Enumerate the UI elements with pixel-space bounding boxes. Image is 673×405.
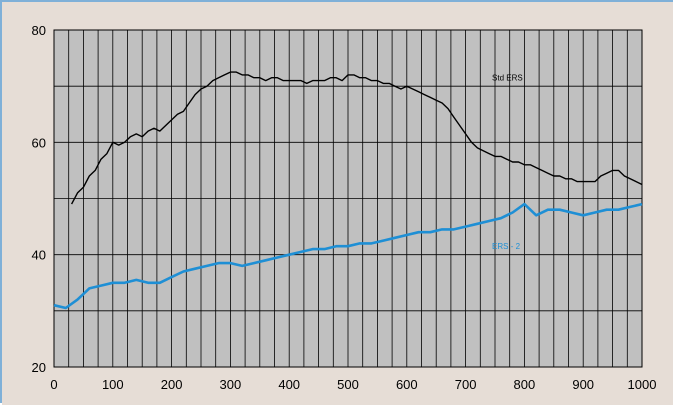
x-tick-label: 600 bbox=[396, 377, 418, 392]
y-tick-label: 60 bbox=[32, 135, 46, 150]
x-tick-label: 800 bbox=[514, 377, 536, 392]
x-tick-label: 500 bbox=[337, 377, 359, 392]
x-tick-label: 900 bbox=[572, 377, 594, 392]
x-tick-label: 300 bbox=[220, 377, 242, 392]
series-label-std-ers: Std ERS bbox=[492, 74, 523, 83]
y-tick-label: 20 bbox=[32, 360, 46, 375]
x-tick-label: 200 bbox=[161, 377, 183, 392]
x-tick-label: 700 bbox=[455, 377, 477, 392]
x-tick-label: 1000 bbox=[628, 377, 657, 392]
series-layer: Std ERS ERS - 2 bbox=[53, 71, 643, 310]
gridlines bbox=[53, 29, 643, 368]
series-line-std-ers bbox=[70, 71, 643, 205]
series-line-ers-2 bbox=[53, 202, 643, 310]
x-tick-label: 0 bbox=[50, 377, 57, 392]
series-label-ers-2: ERS - 2 bbox=[492, 242, 521, 251]
y-tick-label: 40 bbox=[32, 248, 46, 263]
x-tick-label: 100 bbox=[102, 377, 124, 392]
axis-layer: 0 100 200 300 400 500 600 700 800 900 1000 20 40 60 80 bbox=[32, 23, 657, 392]
y-tick-label: 80 bbox=[32, 23, 46, 38]
x-tick-label: 400 bbox=[278, 377, 300, 392]
